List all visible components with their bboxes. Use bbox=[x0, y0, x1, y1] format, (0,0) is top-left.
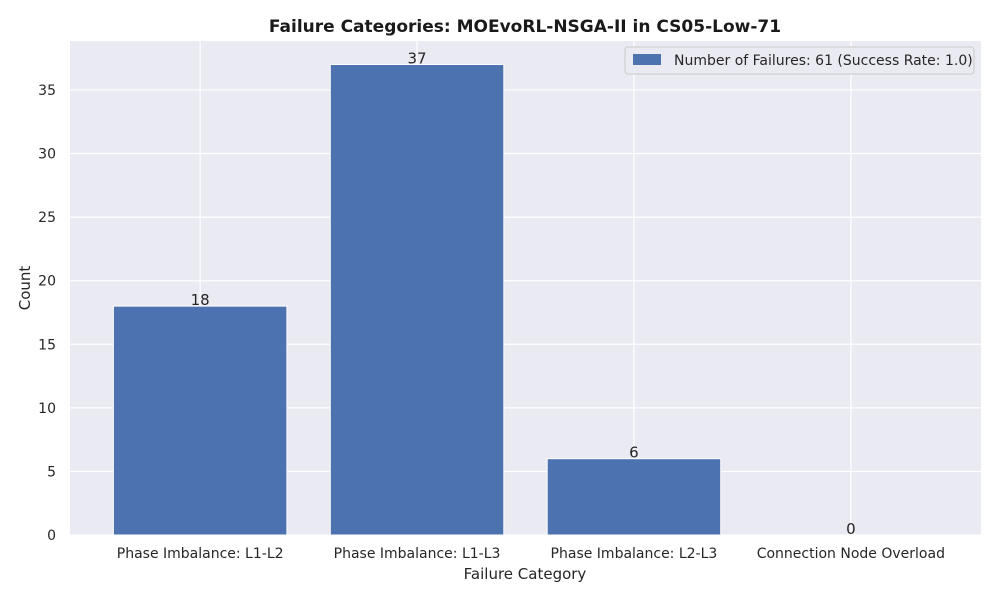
bar bbox=[329, 64, 505, 536]
y-tick-label: 15 bbox=[38, 337, 56, 353]
legend-swatch bbox=[633, 54, 661, 65]
bar-value-label: 6 bbox=[629, 444, 639, 462]
bar-value-label: 37 bbox=[408, 50, 427, 68]
y-tick-label: 35 bbox=[38, 83, 56, 99]
bar bbox=[546, 458, 722, 536]
legend: Number of Failures: 61 (Success Rate: 1.… bbox=[624, 46, 975, 75]
bar-value-label: 18 bbox=[191, 291, 210, 309]
x-tick-label: Phase Imbalance: L2-L3 bbox=[551, 546, 718, 562]
y-tick-label: 20 bbox=[38, 274, 56, 290]
y-tick-label: 0 bbox=[47, 528, 56, 544]
y-tick-label: 25 bbox=[38, 210, 56, 226]
y-axis-ticks: 0 5 10 15 20 25 30 35 bbox=[38, 83, 56, 544]
x-tick-label: Phase Imbalance: L1-L2 bbox=[117, 546, 284, 562]
chart-title: Failure Categories: MOEvoRL-NSGA-II in C… bbox=[269, 17, 781, 37]
x-tick-label: Connection Node Overload bbox=[757, 546, 945, 562]
legend-box bbox=[624, 46, 975, 75]
y-tick-label: 30 bbox=[38, 147, 56, 163]
legend-label: Number of Failures: 61 (Success Rate: 1.… bbox=[674, 53, 973, 69]
y-tick-label: 5 bbox=[47, 464, 56, 480]
bar-value-label: 0 bbox=[846, 520, 856, 538]
bar-value-labels: 18 37 6 0 bbox=[191, 50, 856, 538]
y-tick-label: 10 bbox=[38, 401, 56, 417]
bar bbox=[112, 305, 288, 536]
x-tick-label: Phase Imbalance: L1-L3 bbox=[334, 546, 501, 562]
bars bbox=[112, 64, 722, 536]
y-axis-label: Count bbox=[16, 266, 34, 311]
x-axis-ticks: Phase Imbalance: L1-L2 Phase Imbalance: L… bbox=[117, 546, 945, 562]
x-axis-label: Failure Category bbox=[464, 565, 587, 583]
